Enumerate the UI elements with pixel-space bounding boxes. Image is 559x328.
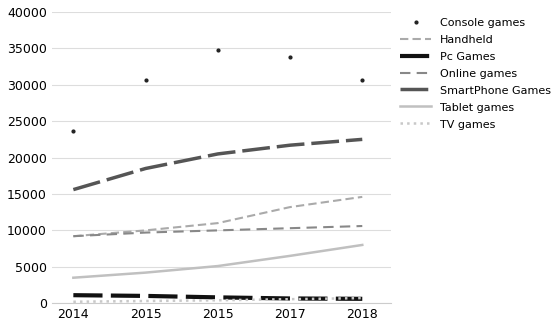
SmartPhone Games xyxy=(70,188,77,192)
Console games xyxy=(287,55,293,59)
Handheld xyxy=(287,205,293,209)
Handheld xyxy=(359,195,366,199)
Tablet games xyxy=(287,254,293,258)
Console games xyxy=(215,48,221,52)
SmartPhone Games xyxy=(142,167,149,171)
SmartPhone Games xyxy=(215,152,221,156)
SmartPhone Games xyxy=(359,137,366,141)
Online games xyxy=(70,234,77,238)
TV games xyxy=(70,300,77,304)
Tablet games xyxy=(142,271,149,275)
Console games xyxy=(142,78,149,82)
Line: Handheld: Handheld xyxy=(73,197,362,236)
Line: Console games: Console games xyxy=(70,47,365,133)
Pc Games xyxy=(142,294,149,298)
Line: SmartPhone Games: SmartPhone Games xyxy=(73,139,362,190)
Online games xyxy=(215,228,221,232)
Line: Online games: Online games xyxy=(73,226,362,236)
Line: Pc Games: Pc Games xyxy=(73,295,362,299)
Pc Games xyxy=(70,293,77,297)
TV games xyxy=(142,299,149,303)
Console games xyxy=(359,78,366,82)
Console games xyxy=(70,129,77,133)
Pc Games xyxy=(287,297,293,300)
SmartPhone Games xyxy=(287,143,293,147)
Online games xyxy=(142,231,149,235)
Line: Tablet games: Tablet games xyxy=(73,245,362,278)
Pc Games xyxy=(215,296,221,299)
TV games xyxy=(287,297,293,301)
Handheld xyxy=(70,234,77,238)
Online games xyxy=(359,224,366,228)
TV games xyxy=(215,298,221,302)
Legend: Console games, Handheld, Pc Games, Online games, SmartPhone Games, Tablet games,: Console games, Handheld, Pc Games, Onlin… xyxy=(400,17,551,130)
Line: TV games: TV games xyxy=(73,298,362,302)
Tablet games xyxy=(215,264,221,268)
TV games xyxy=(359,296,366,300)
Handheld xyxy=(215,221,221,225)
Tablet games xyxy=(70,276,77,280)
Online games xyxy=(287,226,293,230)
Handheld xyxy=(142,228,149,232)
Pc Games xyxy=(359,297,366,301)
Tablet games xyxy=(359,243,366,247)
